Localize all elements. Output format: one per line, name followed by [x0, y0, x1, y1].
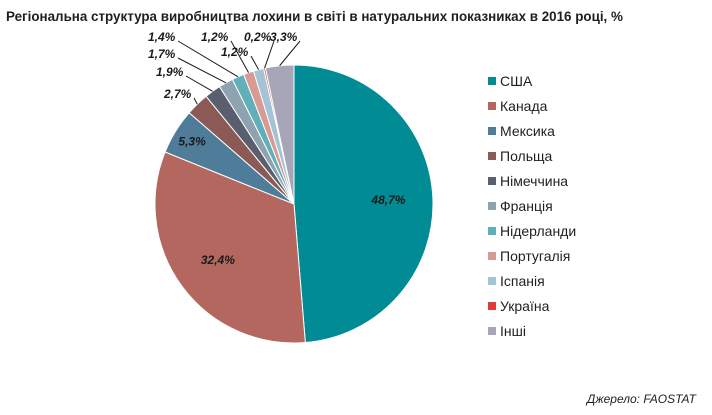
pie-slices	[154, 64, 434, 344]
data-label-5: 1,9%	[156, 65, 184, 79]
legend-item-1: США	[488, 68, 576, 93]
legend-item-7: Нідерланди	[488, 218, 576, 243]
legend-swatch	[488, 326, 496, 335]
legend-item-2: Канада	[488, 93, 576, 118]
legend-swatch	[488, 101, 496, 110]
data-label-9: 1,2%	[221, 45, 249, 59]
legend-label: Мексика	[500, 122, 555, 139]
legend-label: Іспанія	[500, 272, 545, 289]
data-label-3: 5,3%	[178, 135, 206, 149]
legend-item-3: Мексика	[488, 118, 576, 143]
data-label-7: 1,4%	[148, 30, 176, 44]
legend-item-5: Німеччина	[488, 168, 576, 193]
legend-label: Німеччина	[500, 172, 569, 189]
legend-label: Інші	[500, 322, 526, 339]
leader-line-10	[264, 40, 275, 69]
legend-label: Франція	[500, 197, 553, 214]
legend-item-9: Іспанія	[488, 268, 576, 293]
source-note: Джерело: FAOSTAT	[586, 392, 696, 406]
legend-swatch	[488, 276, 496, 285]
data-label-2: 32,4%	[201, 253, 235, 267]
legend: США Канада Мексика Польща Німеччина Франція Ні…	[488, 68, 576, 343]
data-label-1: 48,7%	[370, 193, 405, 207]
leader-line-5	[185, 75, 213, 92]
legend-label: Україна	[500, 297, 550, 314]
legend-item-6: Франція	[488, 193, 576, 218]
legend-swatch	[488, 301, 496, 310]
data-label-4: 2,7%	[163, 87, 192, 101]
leader-line-6	[177, 57, 227, 84]
legend-item-10: Україна	[488, 293, 576, 318]
leader-line-4	[193, 97, 198, 105]
legend-label: Польща	[500, 147, 553, 164]
legend-swatch	[488, 176, 496, 185]
legend-label: Португалія	[500, 247, 571, 264]
pie-slice-11	[264, 64, 295, 205]
legend-swatch	[488, 126, 496, 135]
data-label-8: 1,2%	[201, 30, 229, 44]
legend-swatch	[488, 201, 496, 210]
legend-label: США	[500, 72, 533, 89]
leader-line-11	[279, 40, 301, 67]
legend-swatch	[488, 151, 496, 160]
legend-swatch	[488, 226, 496, 235]
pie-slice-2	[154, 151, 306, 344]
legend-label: Канада	[500, 97, 548, 114]
legend-swatch	[488, 76, 496, 85]
data-labels: 48,7%32,4%5,3%2,7%1,9%1,7%1,4% 1,2%1,2%0,…	[148, 30, 406, 267]
leader-line-9	[250, 55, 260, 70]
legend-item-4: Польща	[488, 143, 576, 168]
data-label-11: 3,3%	[270, 30, 298, 44]
data-label-10: 0,2%	[244, 30, 272, 44]
legend-item-8: Португалія	[488, 243, 576, 268]
leader-line-8	[230, 40, 249, 73]
legend-swatch	[488, 251, 496, 260]
legend-label: Нідерланди	[500, 222, 577, 239]
leader-lines	[177, 40, 301, 105]
data-label-6: 1,7%	[148, 47, 176, 61]
pie-slice-1	[293, 64, 434, 344]
legend-item-11: Інші	[488, 318, 576, 343]
leader-line-7	[177, 40, 239, 78]
chart-title: Регіональна структура виробництва лохини…	[6, 9, 623, 24]
